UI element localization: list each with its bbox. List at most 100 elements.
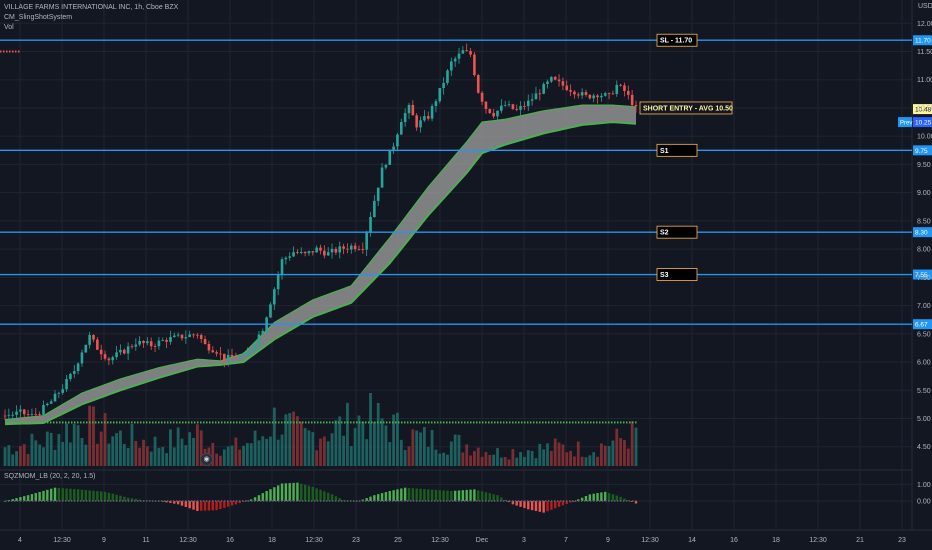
candle-body [530,99,534,101]
zero-dot [479,500,481,502]
zero-dot [608,500,610,502]
volume-bar [365,439,369,466]
signal-dot [296,421,298,424]
momentum-bar [538,501,542,512]
momentum-bar [403,487,407,501]
volume-bar [238,449,242,466]
zero-dot [143,500,145,502]
volume-bar [211,442,215,466]
signal-dot [521,421,523,424]
momentum-bar [84,490,87,501]
signal-dot [413,421,415,424]
candle-body [423,116,426,121]
indicator-legend[interactable]: CM_SlingShotSystem [4,14,73,21]
candle-body [234,356,238,358]
volume-bar [230,445,234,466]
candle-body [311,251,315,253]
signal-dot [407,421,409,424]
momentum-bar [42,490,45,501]
signal-dot [221,421,223,424]
zero-dot [521,500,523,502]
zero-dot [629,500,631,502]
zero-dot [437,500,439,502]
momentum-bar [338,498,341,501]
signal-dot [89,421,91,424]
volume-bar [296,416,299,466]
momentum-bar [357,501,361,502]
candle-body [180,334,184,339]
signal-dot [566,421,568,424]
signal-dot [47,421,49,424]
volume-bar [326,441,330,466]
momentum-bar [207,501,211,511]
signal-dot [209,421,211,424]
signal-dot [113,421,115,424]
candle-body [103,354,107,359]
signal-dot [275,421,277,424]
visibility-toggle-icon[interactable]: ◉ [200,453,213,466]
zero-dot [443,500,445,502]
candle-body [153,346,157,348]
zero-dot [419,500,421,502]
volume-bar [411,429,415,466]
volume-bar [465,444,469,466]
zero-dot [236,500,238,502]
candle-body [399,122,403,135]
oscillator-legend[interactable]: SQZMOM_LB (20, 2, 20, 1.5) [4,473,96,480]
zero-dot [260,500,262,502]
signal-dot [185,421,187,424]
zero-dot [278,500,280,502]
candle-body [561,81,565,86]
momentum-bar [557,501,561,507]
signal-dot [494,421,496,424]
signal-dot [497,421,499,424]
signal-dot [344,421,346,424]
volume-bar [446,454,449,466]
volume-legend[interactable]: Vol [4,24,14,31]
signal-dot [170,421,172,424]
momentum-bar [604,491,607,501]
zero-dot [470,500,472,502]
candle-body [65,379,68,390]
candle-body [346,248,349,250]
time-tick-label: 14 [688,537,696,544]
momentum-bar [265,491,268,501]
signal-dot [626,421,628,424]
signal-dot [116,421,118,424]
volume-bar [403,449,407,466]
volume-bar [549,450,553,466]
signal-dot [233,421,235,424]
signal-dot [98,421,100,424]
signal-dot [620,421,622,424]
volume-bar [346,402,349,466]
candle-body [88,334,91,345]
signal-dot [158,421,160,424]
volume-bar [188,432,192,466]
price-tick-label: 12.00 [917,21,932,28]
candle-body [453,58,457,62]
signal-dot [200,421,202,424]
volume-bar [430,429,434,466]
zero-dot [158,500,160,502]
signal-dot [263,421,265,424]
candles [3,43,638,422]
candle-body [584,92,588,95]
zero-dot [347,500,349,502]
signal-dot [188,421,190,424]
candle-body [503,105,507,106]
symbol-title[interactable]: VILLAGE FARMS INTERNATIONAL INC, 1h, Cbo… [4,4,179,11]
signal-dot [362,421,364,424]
signal-dot [5,421,7,424]
zero-dot [596,500,598,502]
volume-bar [488,455,492,466]
zero-dot [284,500,286,502]
volume-bar [272,407,276,466]
momentum-bar [496,495,499,501]
stop-dot [6,50,8,53]
zero-dot [17,500,19,502]
signal-dot [539,421,541,424]
candle-body [319,247,322,251]
candle-body [623,85,626,91]
signal-dot [353,421,355,424]
